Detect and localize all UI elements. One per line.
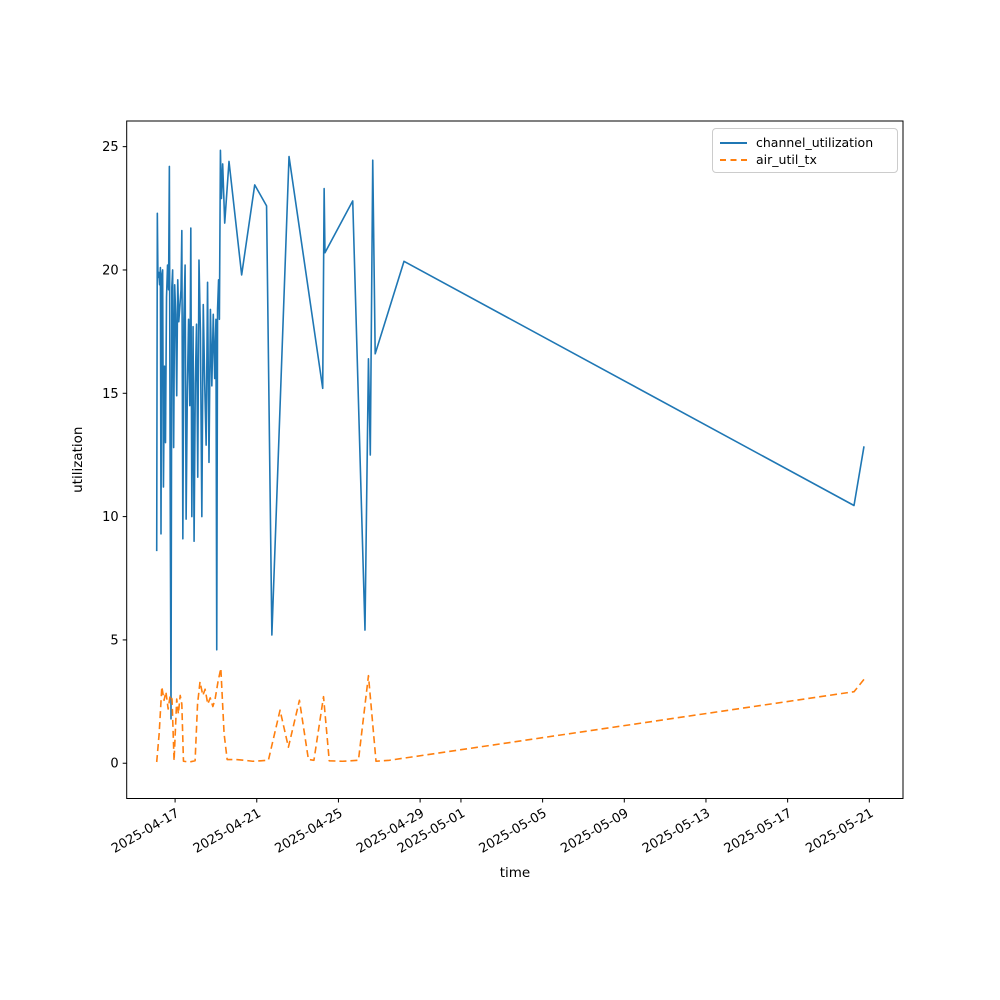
legend-label: channel_utilization [756, 135, 874, 150]
y-tick-label: 25 [102, 140, 119, 155]
legend-entry-air-util-tx: air_util_tx [720, 151, 890, 168]
y-tick-label: 10 [102, 510, 119, 525]
x-tick-label: 2025-05-17 [722, 806, 795, 857]
x-tick-label: 2025-04-25 [272, 806, 345, 857]
x-tick-label: 2025-05-05 [477, 806, 550, 857]
series-channel-utilization-line [155, 149, 865, 720]
y-axis-ticks: 0 5 10 15 20 25 [102, 140, 127, 772]
x-tick-label: 2025-05-09 [558, 806, 631, 857]
legend-line-sample-solid [720, 141, 747, 144]
x-axis-label: time [500, 865, 531, 881]
x-tick-label: 2025-05-21 [803, 806, 876, 857]
legend-line-sample-dashed [720, 158, 747, 161]
x-tick-label: 2025-05-13 [640, 806, 713, 857]
y-axis-label: utilization [70, 427, 86, 493]
x-axis-ticks: 2025-04-17 2025-04-21 2025-04-25 2025-04-29… [109, 798, 876, 857]
legend-entry-channel-utilization: channel_utilization [720, 134, 890, 151]
series-group [155, 149, 865, 763]
y-tick-label: 20 [102, 263, 119, 278]
plot-area [126, 120, 904, 799]
legend-label: air_util_tx [756, 152, 817, 167]
y-tick-label: 5 [110, 633, 118, 648]
y-tick-label: 0 [110, 757, 118, 772]
legend: channel_utilization air_util_tx [712, 128, 898, 173]
x-tick-label: 2025-04-17 [109, 806, 182, 857]
series-air-util-tx-line [155, 667, 865, 763]
x-tick-label: 2025-04-21 [191, 806, 264, 857]
y-tick-label: 15 [102, 387, 119, 402]
